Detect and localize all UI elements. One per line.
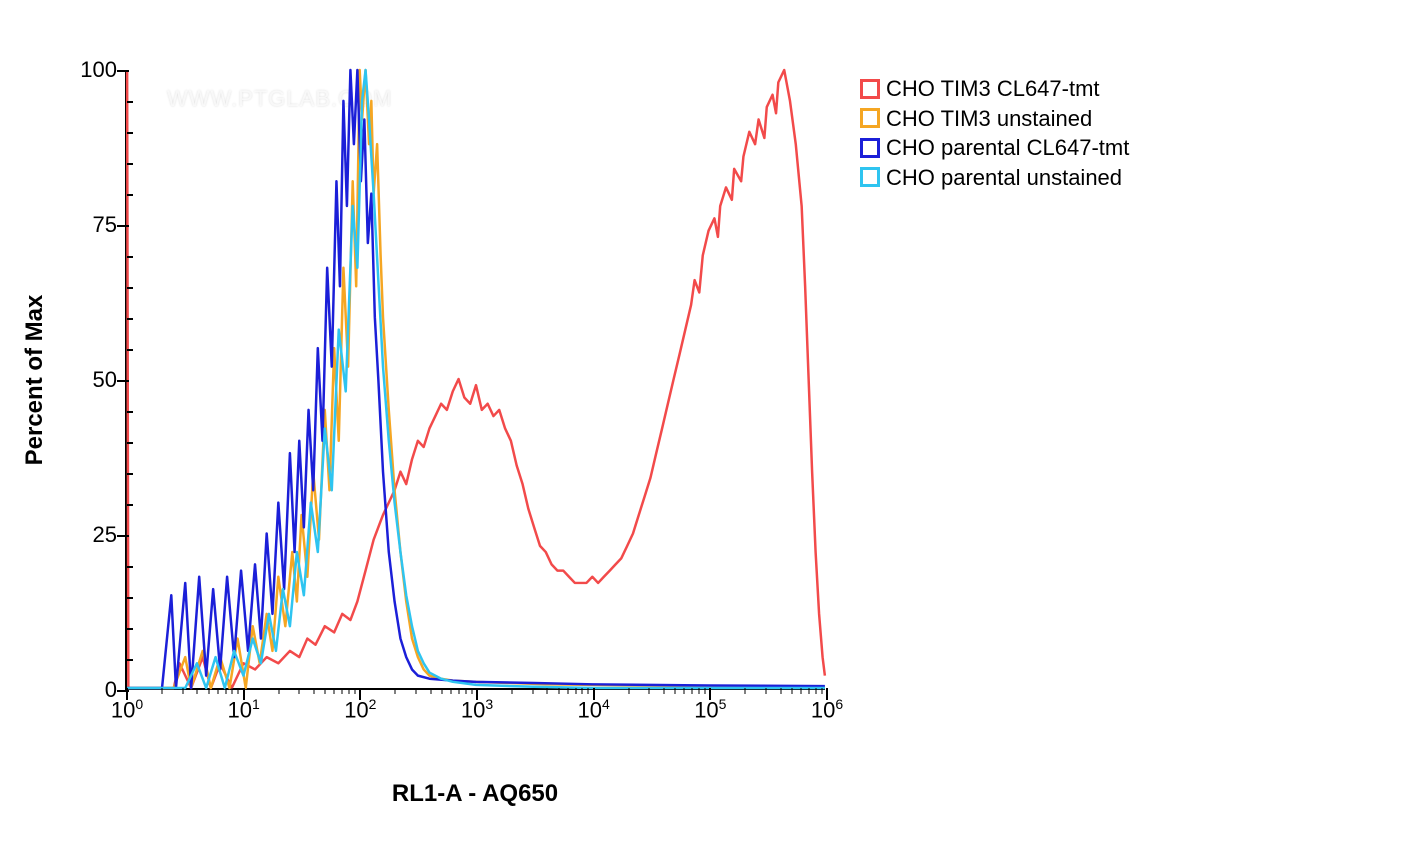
x-tick: 100 [111,696,143,723]
y-tick: 100 [80,57,117,83]
x-tick: 101 [228,696,260,723]
legend-label: CHO parental unstained [886,164,1122,192]
page: WWW.PTGLAB.COM 0255075100100101102103104… [0,0,1406,859]
x-axis-label: RL1-A - AQ650 [392,780,558,808]
legend-label: CHO parental CL647-tmt [886,134,1129,162]
y-tick: 25 [93,522,117,548]
legend-item: CHO parental CL647-tmt [860,134,1129,162]
legend-label: CHO TIM3 unstained [886,105,1092,133]
series-line [127,70,825,688]
series-line [127,70,825,688]
legend-swatch [860,79,880,99]
x-tick: 104 [578,696,610,723]
x-tick: 106 [811,696,843,723]
legend: CHO TIM3 CL647-tmtCHO TIM3 unstainedCHO … [860,75,1129,193]
plot-area: WWW.PTGLAB.COM 0255075100100101102103104… [125,70,825,690]
series-line [127,70,825,688]
legend-label: CHO TIM3 CL647-tmt [886,75,1100,103]
legend-item: CHO parental unstained [860,164,1129,192]
legend-swatch [860,108,880,128]
y-tick: 75 [93,212,117,238]
y-axis-label: Percent of Max [21,295,49,466]
x-tick: 103 [461,696,493,723]
plot-svg [127,70,825,688]
legend-item: CHO TIM3 CL647-tmt [860,75,1129,103]
x-tick: 105 [694,696,726,723]
legend-item: CHO TIM3 unstained [860,105,1129,133]
y-tick: 50 [93,367,117,393]
x-tick: 102 [344,696,376,723]
legend-swatch [860,138,880,158]
series-line [127,70,825,688]
legend-swatch [860,167,880,187]
